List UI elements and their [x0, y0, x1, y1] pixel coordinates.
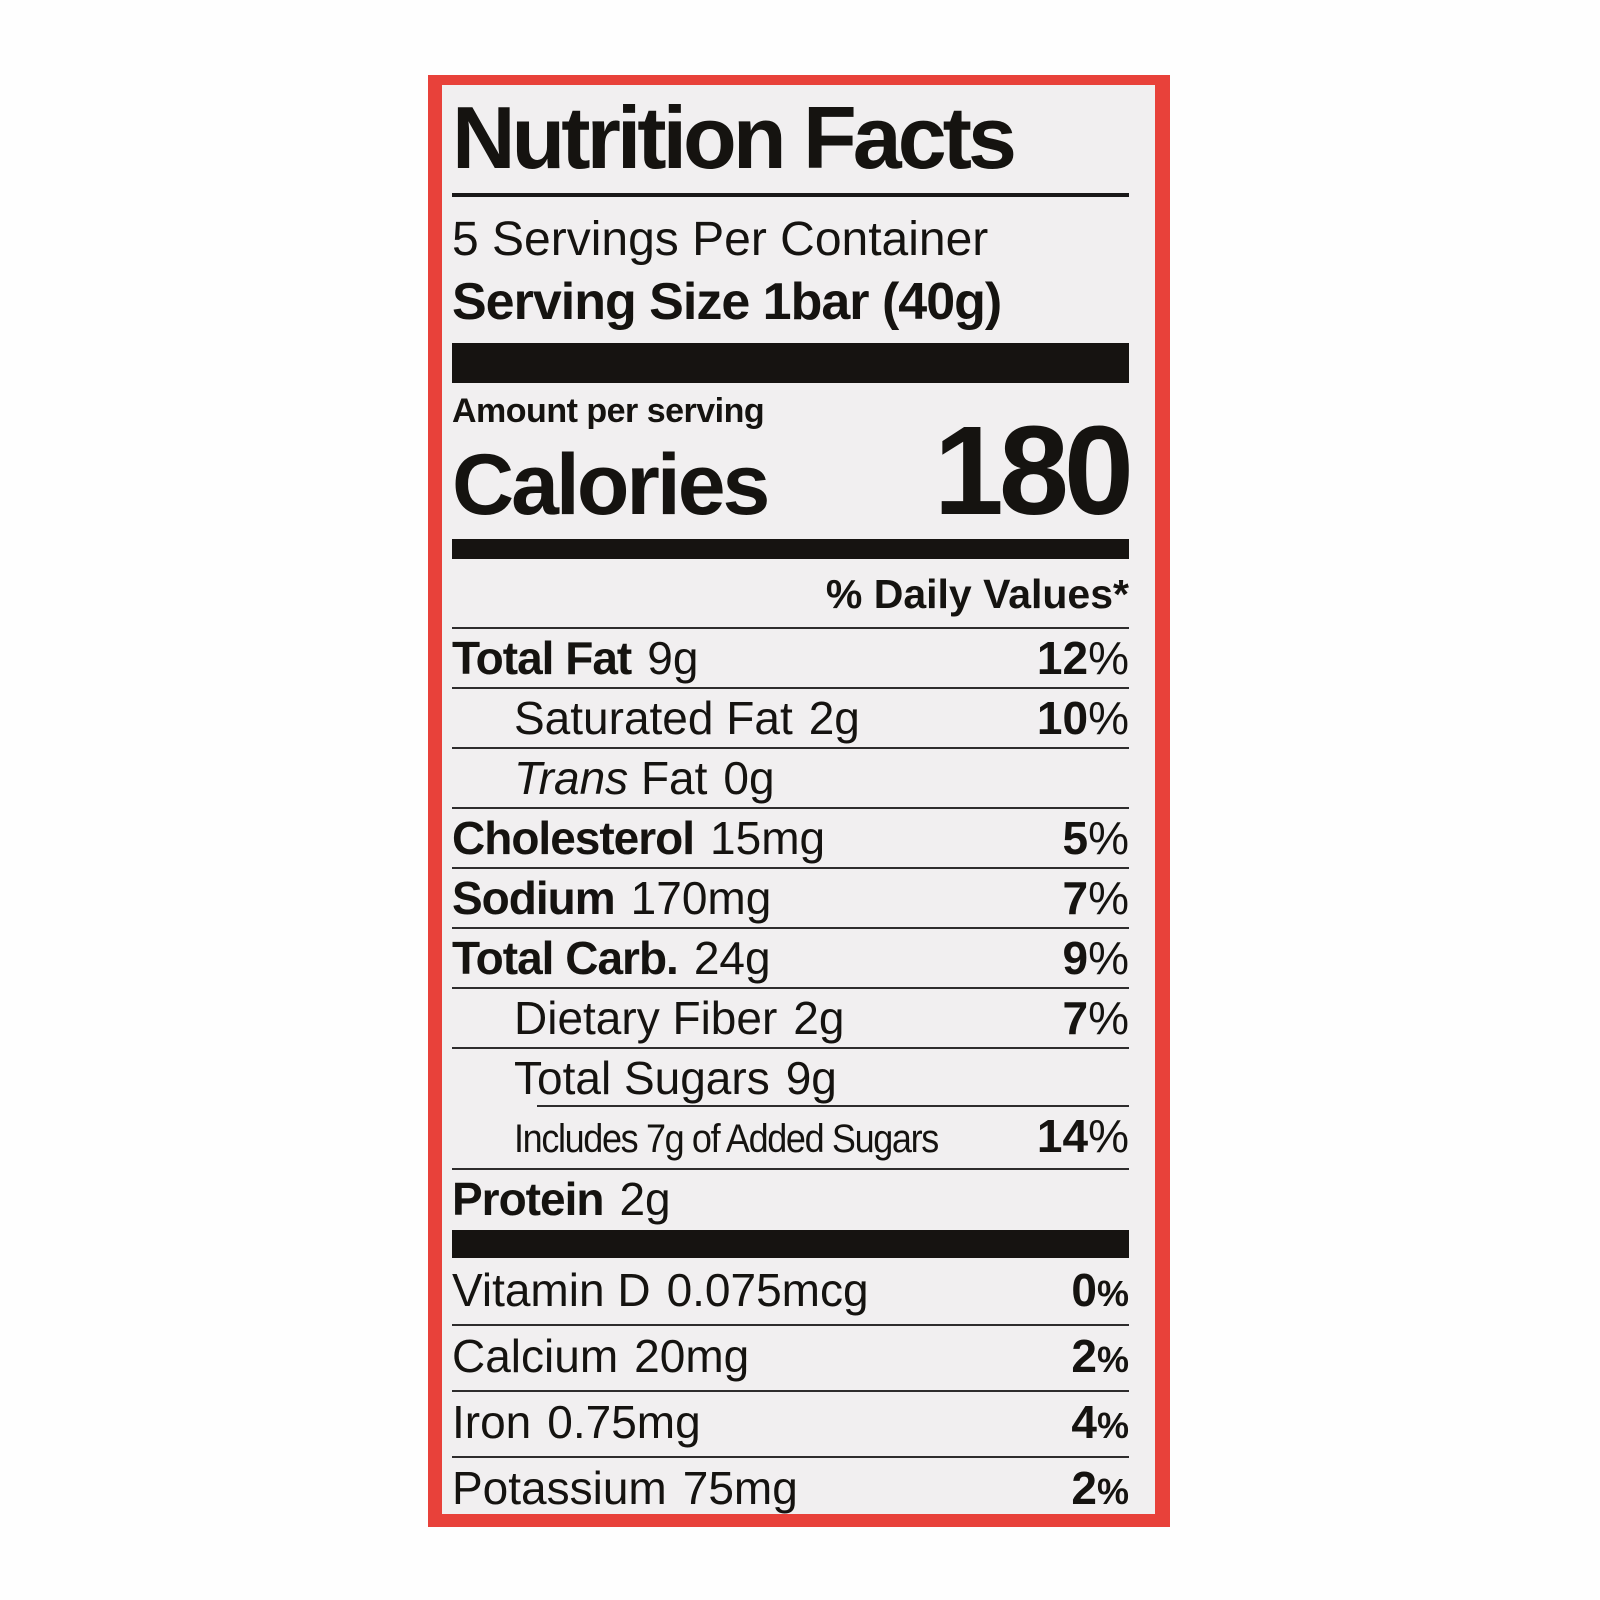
nutrient-row: Potassium 75mg 2% [452, 1458, 1129, 1514]
nutrient-name-and-amount: Saturated Fat 2g [514, 692, 860, 744]
daily-value-percent: 14% [1036, 1110, 1129, 1162]
servings-per-container: 5 Servings Per Container [452, 213, 989, 266]
micronutrients-table: Vitamin D 0.075mcg 0% Calcium 20mg 2% Iron… [452, 1260, 1129, 1514]
serving-size: Serving Size 1bar (40g) [452, 273, 1002, 331]
nutrient-name-and-amount: Potassium 75mg [452, 1462, 798, 1514]
nutrient-row: Vitamin D 0.075mcg 0% [452, 1260, 1129, 1326]
thick-divider-top [452, 343, 1129, 383]
daily-value-percent: 0% [1071, 1264, 1129, 1316]
nutrient-row: Saturated Fat 2g 10% [452, 689, 1129, 749]
nutrient-row: Trans Fat 0g [452, 749, 1129, 809]
nutrient-name-and-amount: Cholesterol 15mg [452, 812, 826, 864]
daily-value-percent: 10% [1036, 692, 1129, 744]
nutrient-row: Total Carb. 24g 9% [452, 929, 1129, 989]
nutrient-row: Sodium 170mg 7% [452, 869, 1129, 929]
daily-value-percent: 7% [1062, 872, 1130, 924]
daily-value-percent: 2% [1071, 1462, 1129, 1514]
nutrient-row: Cholesterol 15mg 5% [452, 809, 1129, 869]
nutrient-name-and-amount: Total Fat 9g [452, 632, 699, 684]
nutrient-name-and-amount: Dietary Fiber 2g [514, 992, 845, 1044]
nutrient-name-and-amount: Includes 7g of Added Sugars [514, 1117, 939, 1161]
nutrient-name-and-amount: Total Sugars 9g [514, 1052, 837, 1104]
thick-divider-micros [452, 1230, 1129, 1258]
nutrient-name-and-amount: Calcium 20mg [452, 1330, 750, 1382]
daily-value-percent: 9% [1062, 932, 1130, 984]
label-title: Nutrition Facts [452, 89, 1129, 197]
calories-label: Calories [452, 437, 770, 533]
daily-value-percent: 12% [1036, 632, 1129, 684]
nutrient-name-and-amount: Sodium 170mg [452, 872, 772, 924]
daily-value-percent: 4% [1071, 1396, 1129, 1448]
nutrients-table: Total Fat 9g 12% Saturated Fat 2g 10% Tran… [452, 629, 1129, 1228]
calories-value: 180 [933, 400, 1134, 541]
calories-row: Calories 180 [452, 400, 1134, 541]
daily-values-header: % Daily Values* [452, 559, 1129, 629]
nutrient-name-and-amount: Trans Fat 0g [514, 752, 775, 804]
nutrient-row: Iron 0.75mg 4% [452, 1392, 1129, 1458]
nutrient-name-and-amount: Total Carb. 24g [452, 932, 771, 984]
nutrient-row: Total Fat 9g 12% [452, 629, 1129, 689]
thick-divider-calories [452, 539, 1129, 559]
nutrient-row: Includes 7g of Added Sugars 14% [452, 1107, 1129, 1170]
nutrient-row: Dietary Fiber 2g 7% [452, 989, 1129, 1049]
nutrient-row: Calcium 20mg 2% [452, 1326, 1129, 1392]
nutrition-label: Nutrition Facts 5 Servings Per Container… [428, 75, 1170, 1527]
daily-value-percent: 2% [1071, 1330, 1129, 1382]
nutrition-label-panel: Nutrition Facts 5 Servings Per Container… [442, 85, 1155, 1514]
daily-value-percent: 5% [1062, 812, 1130, 864]
daily-value-percent: 7% [1062, 992, 1130, 1044]
nutrient-name-and-amount: Protein 2g [452, 1173, 671, 1225]
nutrient-row: Total Sugars 9g [452, 1049, 1129, 1107]
nutrient-row: Protein 2g [452, 1170, 1129, 1228]
nutrient-name-and-amount: Vitamin D 0.075mcg [452, 1264, 869, 1316]
nutrient-name-and-amount: Iron 0.75mg [452, 1396, 701, 1448]
amount-per-serving-label: Amount per serving [452, 392, 765, 430]
